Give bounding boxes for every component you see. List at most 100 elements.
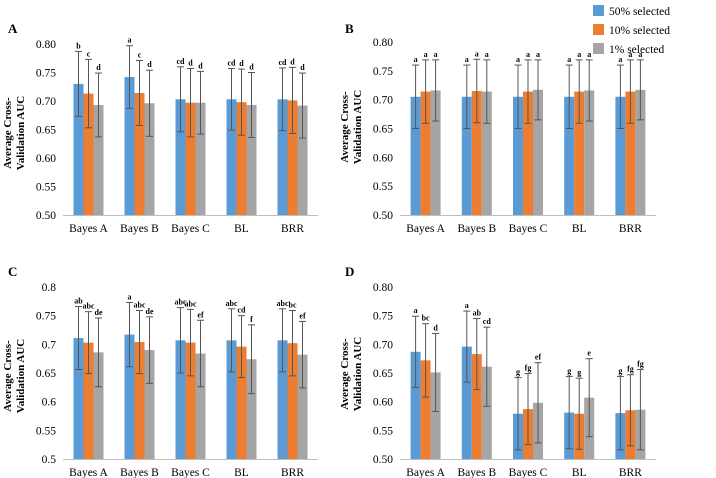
- panel-a-bar: [236, 102, 247, 215]
- panel-a-significance-letter: cd: [177, 57, 186, 66]
- panel-b-ytick-label: 0.65: [373, 124, 393, 136]
- legend-item-10: 10% selected: [593, 24, 670, 37]
- panel-b-significance-letter: a: [577, 50, 581, 59]
- panel-a-significance-letter: cd: [279, 58, 288, 67]
- panel-d-category-label: Bayes C: [509, 467, 548, 478]
- panel-a-bar: [175, 99, 186, 215]
- panel-a-ytick-label: 0.55: [36, 182, 56, 194]
- panel-a-bar: [124, 77, 135, 215]
- panel-d-significance-letter: cd: [483, 317, 492, 326]
- panel-c-ytick-label: 0.8: [42, 282, 57, 294]
- panel-c-category-label: Bayes B: [120, 467, 159, 478]
- panel-b-significance-letter: a: [628, 50, 632, 59]
- panel-c-significance-letter: abc: [277, 299, 289, 308]
- panel-c-ytick-label: 0.65: [36, 368, 56, 380]
- panel-c-bar: [236, 346, 247, 459]
- panel-b-category-label: BL: [572, 223, 587, 235]
- panel-c-ytick-label: 0.6: [42, 397, 57, 409]
- panel-a-bar: [134, 93, 145, 215]
- panel-c-significance-letter: abc: [185, 299, 197, 308]
- panel-a-bar: [73, 83, 84, 216]
- panel-c-letter: C: [8, 264, 17, 279]
- panel-b-significance-letter: a: [567, 55, 571, 64]
- panel-d-ylabel-line2: Validation AUC: [352, 337, 364, 412]
- panel-d-ytick-label: 0.80: [373, 282, 393, 294]
- panel-d-ytick-label: 0.55: [373, 425, 393, 437]
- panel-a-ytick-label: 0.70: [36, 96, 56, 108]
- panel-a-bar: [246, 104, 257, 215]
- panel-c-significance-letter: de: [95, 308, 103, 317]
- panel-a-significance-letter: d: [239, 59, 244, 68]
- panel-d-significance-letter: g: [577, 368, 581, 377]
- panel-c-category-label: BL: [234, 467, 249, 478]
- panel-a-ytick-label: 0.65: [36, 125, 56, 137]
- panel-c-ylabel-line2: Validation AUC: [15, 339, 27, 414]
- panel-c-significance-letter: f: [250, 315, 253, 324]
- panel-b-significance-letter: a: [475, 49, 479, 58]
- panel-d-ytick-label: 0.75: [373, 311, 393, 323]
- panel-a-significance-letter: d: [290, 57, 295, 66]
- panel-b-category-label: Bayes B: [457, 223, 496, 235]
- panel-d-significance-letter: d: [433, 323, 438, 332]
- panel-a-ytick-label: 0.80: [36, 39, 56, 51]
- panel-c-significance-letter: abc: [134, 301, 146, 310]
- panel-d-significance-letter: fg: [627, 365, 634, 374]
- panel-d-significance-letter: e: [587, 349, 591, 358]
- panel-c-significance-letter: abc: [83, 302, 95, 311]
- panel-b-bar: [625, 91, 636, 215]
- panel-b-significance-letter: a: [485, 50, 489, 59]
- panel-b-ytick-label: 0.75: [373, 66, 393, 78]
- panel-d-category-label: BL: [572, 467, 587, 478]
- panel-b-bar: [430, 90, 441, 215]
- panel-b-ytick-label: 0.50: [373, 210, 393, 222]
- panel-a-significance-letter: d: [198, 61, 203, 70]
- legend-item-50: 50% selected: [593, 5, 670, 18]
- panel-b-ytick-label: 0.70: [373, 95, 393, 107]
- panel-b-ytick-label: 0.55: [373, 181, 393, 193]
- panel-c-category-label: Bayes A: [69, 467, 108, 478]
- panel-b-bar: [471, 91, 482, 215]
- panel-c-significance-letter: a: [128, 292, 132, 301]
- panel-b-bar: [615, 96, 626, 215]
- panel-b-significance-letter: a: [516, 55, 520, 64]
- panel-d: D Average Cross- Validation AUC 0.50 0.55…: [339, 264, 656, 478]
- panel-a-significance-letter: d: [147, 60, 152, 69]
- panel-b-significance-letter: a: [465, 55, 469, 64]
- panel-b: B Average Cross- Validation AUC 0.50 0.55…: [339, 21, 656, 235]
- panel-a-ylabel-line1: Average Cross-: [2, 97, 14, 169]
- panel-d-bar: [420, 360, 431, 459]
- panel-d-bar: [430, 372, 441, 459]
- panel-b-bar: [564, 96, 575, 215]
- panel-c-significance-letter: abc: [175, 298, 187, 307]
- panel-c-category-label: BRR: [281, 467, 304, 478]
- panel-d-ytick-label: 0.65: [373, 368, 393, 380]
- panel-c-ylabel-line1: Average Cross-: [2, 340, 14, 412]
- panel-b-significance-letter: a: [434, 50, 438, 59]
- panel-b-ylabel-line1: Average Cross-: [339, 91, 351, 163]
- panel-b-significance-letter: a: [618, 55, 622, 64]
- panel-b-bar: [513, 96, 523, 215]
- panel-a-letter: A: [8, 21, 18, 36]
- panel-d-bar: [481, 366, 492, 459]
- panel-c-significance-letter: de: [146, 307, 154, 316]
- panel-b-significance-letter: a: [536, 50, 540, 59]
- panel-d-significance-letter: fg: [525, 364, 532, 373]
- panel-d-category-label: BRR: [619, 467, 642, 478]
- panel-b-bar: [533, 89, 543, 215]
- legend-label-50: 50% selected: [609, 6, 670, 18]
- panel-c-bar: [246, 359, 257, 459]
- panel-a-ytick-label: 0.75: [36, 68, 56, 80]
- panel-c-bar: [124, 334, 135, 459]
- panel-d-category-label: Bayes B: [457, 467, 496, 478]
- panel-c-significance-letter: ab: [74, 296, 83, 305]
- panel-d-ytick-label: 0.60: [373, 397, 393, 409]
- panel-b-ytick-label: 0.80: [373, 37, 393, 49]
- panel-b-bar: [410, 96, 421, 215]
- panel-d-bar: [410, 351, 421, 459]
- panel-a-category-label: Bayes C: [171, 223, 210, 235]
- panel-a-significance-letter: c: [138, 51, 142, 60]
- panel-d-significance-letter: ef: [535, 353, 542, 362]
- panel-a-ytick-label: 0.50: [36, 210, 56, 222]
- panel-c-ytick-label: 0.55: [36, 425, 56, 437]
